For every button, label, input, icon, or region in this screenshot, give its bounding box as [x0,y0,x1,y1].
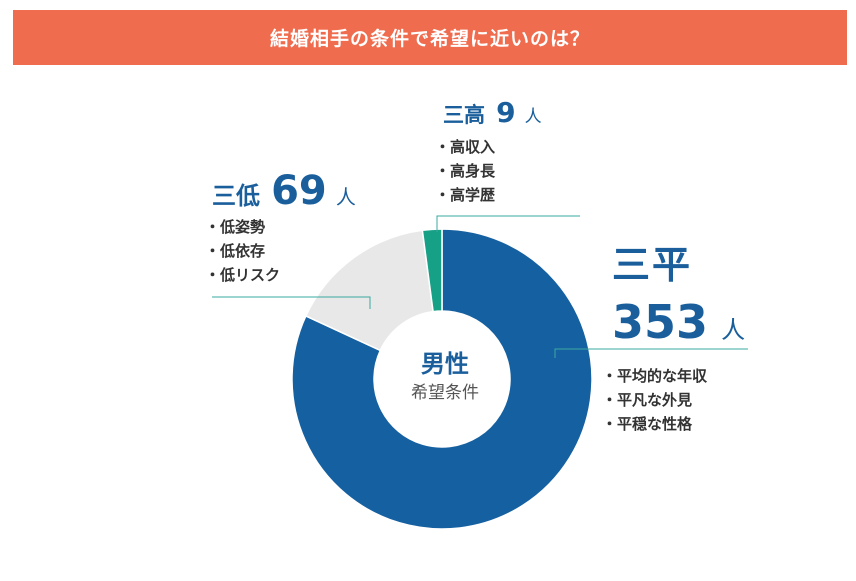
list-item: 高学歴 [435,183,495,207]
label-santei-unit: 人 [335,185,356,209]
list-item: 低リスク [205,263,280,287]
center-title: 男性 [421,350,469,378]
label-santei-count: 69 [271,168,327,214]
list-item: 平均的な年収 [602,364,707,388]
list-item: 低依存 [205,239,280,263]
label-sanpei-unit: 人 [721,316,746,344]
sanpei-items: 平均的な年収 平凡な外見 平穏な性格 [602,364,707,436]
label-sankou-unit: 人 [524,107,542,127]
center-subtitle: 希望条件 [411,383,479,403]
label-sanpei-count: 353 [612,295,709,349]
list-item: 平凡な外見 [602,388,707,412]
sankou-items: 高収入 高身長 高学歴 [435,135,495,207]
label-sanpei-name: 三平 [612,243,693,287]
label-santei-name: 三低 [212,182,260,210]
list-item: 高収入 [435,135,495,159]
list-item: 平穏な性格 [602,412,707,436]
leader-line-santei [212,296,371,309]
leader-line-sankou [436,215,580,232]
label-sankou: 三高 9 人 [443,96,542,129]
label-sanpei: 三平 353 人 [612,234,745,349]
pie-slice-sanpei [291,228,593,530]
leader-line-sanpei [554,348,748,358]
label-sankou-name: 三高 [443,103,485,127]
list-item: 高身長 [435,159,495,183]
santei-items: 低姿勢 低依存 低リスク [205,215,280,287]
pie-slice-sankou [421,228,443,313]
page-title: 結婚相手の条件で希望に近いのは？ [13,10,847,65]
label-sankou-count: 9 [496,96,516,129]
list-item: 低姿勢 [205,215,280,239]
pie-slice-santei [304,229,434,352]
label-santei: 三低 69 人 [212,168,356,214]
